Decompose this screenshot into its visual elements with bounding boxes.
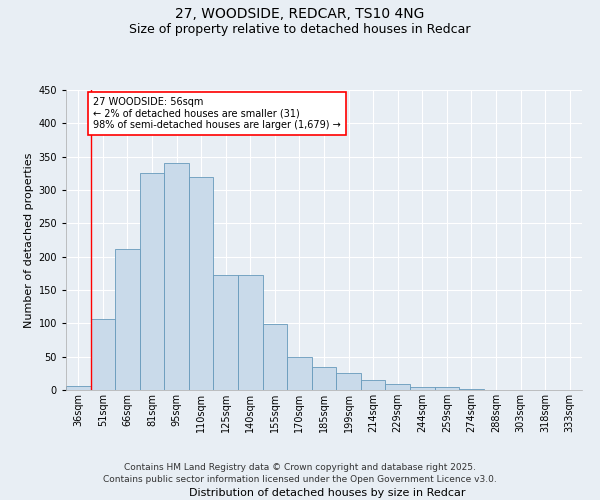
Bar — [336, 374, 361, 390]
Bar — [385, 384, 410, 390]
Y-axis label: Number of detached properties: Number of detached properties — [24, 152, 34, 328]
Bar — [410, 386, 434, 390]
Bar — [238, 276, 263, 390]
Text: Size of property relative to detached houses in Redcar: Size of property relative to detached ho… — [129, 22, 471, 36]
Text: 27, WOODSIDE, REDCAR, TS10 4NG: 27, WOODSIDE, REDCAR, TS10 4NG — [175, 8, 425, 22]
Bar — [189, 176, 214, 390]
Bar — [312, 366, 336, 390]
Text: Distribution of detached houses by size in Redcar: Distribution of detached houses by size … — [189, 488, 465, 498]
Text: Contains HM Land Registry data © Crown copyright and database right 2025.
Contai: Contains HM Land Registry data © Crown c… — [103, 462, 497, 484]
Bar — [164, 164, 189, 390]
Bar — [214, 276, 238, 390]
Bar — [66, 386, 91, 390]
Bar — [361, 380, 385, 390]
Bar — [91, 318, 115, 390]
Bar — [140, 174, 164, 390]
Bar — [434, 388, 459, 390]
Bar — [287, 356, 312, 390]
Text: 27 WOODSIDE: 56sqm
← 2% of detached houses are smaller (31)
98% of semi-detached: 27 WOODSIDE: 56sqm ← 2% of detached hous… — [93, 96, 341, 130]
Bar — [115, 250, 140, 390]
Bar — [263, 324, 287, 390]
